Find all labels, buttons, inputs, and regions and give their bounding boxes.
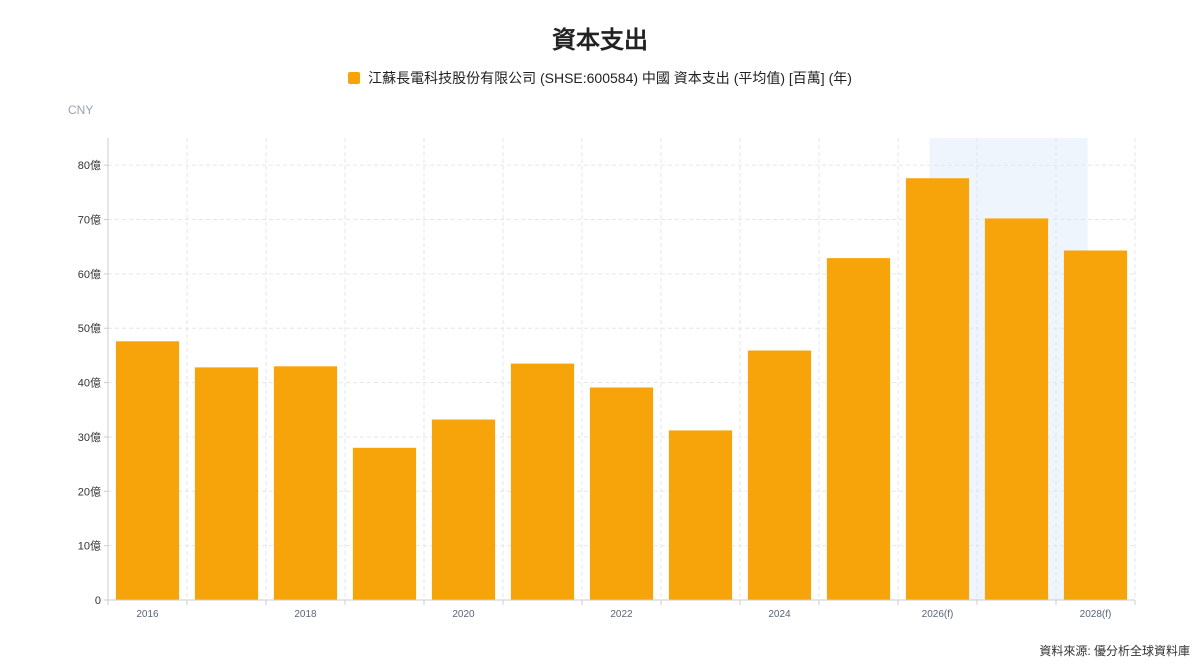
- x-tick-label: 2020: [452, 609, 475, 620]
- bar-2018: [273, 366, 338, 600]
- bar-2028(f): [1063, 250, 1128, 600]
- bar-2026(f): [905, 178, 970, 600]
- chart-title: 資本支出: [552, 27, 648, 54]
- x-tick-label: 2018: [294, 609, 317, 620]
- bar-2020: [431, 419, 496, 600]
- y-tick-label: 70億: [78, 214, 101, 227]
- x-tick-label: 2016: [136, 609, 159, 620]
- bar-2023: [668, 430, 733, 600]
- bar-2019: [352, 447, 417, 600]
- bar-2025: [826, 258, 891, 600]
- y-tick-label: 0: [95, 595, 101, 607]
- y-tick-label: 50億: [78, 322, 101, 335]
- legend[interactable]: 江蘇長電科技股份有限公司 (SHSE:600584) 中國 資本支出 (平均值)…: [0, 68, 1200, 88]
- x-tick-label: 2028(f): [1080, 609, 1112, 620]
- source-note: 資料來源: 優分析全球資料庫: [1039, 644, 1190, 658]
- bar-2021: [510, 363, 575, 600]
- y-tick-label: 30億: [78, 431, 101, 444]
- bar-2022: [589, 387, 654, 600]
- y-tick-label: 80億: [78, 159, 101, 172]
- y-axis-unit: CNY: [68, 103, 94, 117]
- x-tick-label: 2026(f): [922, 609, 954, 620]
- legend-label: 江蘇長電科技股份有限公司 (SHSE:600584) 中國 資本支出 (平均值)…: [368, 70, 852, 86]
- x-tick-label: 2024: [768, 609, 791, 620]
- bar-2017: [194, 367, 259, 600]
- bar-2024: [747, 350, 812, 600]
- bar-2016: [115, 341, 180, 600]
- x-tick-label: 2022: [610, 609, 633, 620]
- legend-swatch: [348, 72, 361, 84]
- bar-2027(f): [984, 218, 1049, 600]
- y-tick-label: 20億: [78, 485, 101, 498]
- y-tick-label: 10億: [78, 540, 101, 553]
- y-tick-label: 60億: [78, 268, 101, 281]
- y-tick-label: 40億: [78, 377, 101, 390]
